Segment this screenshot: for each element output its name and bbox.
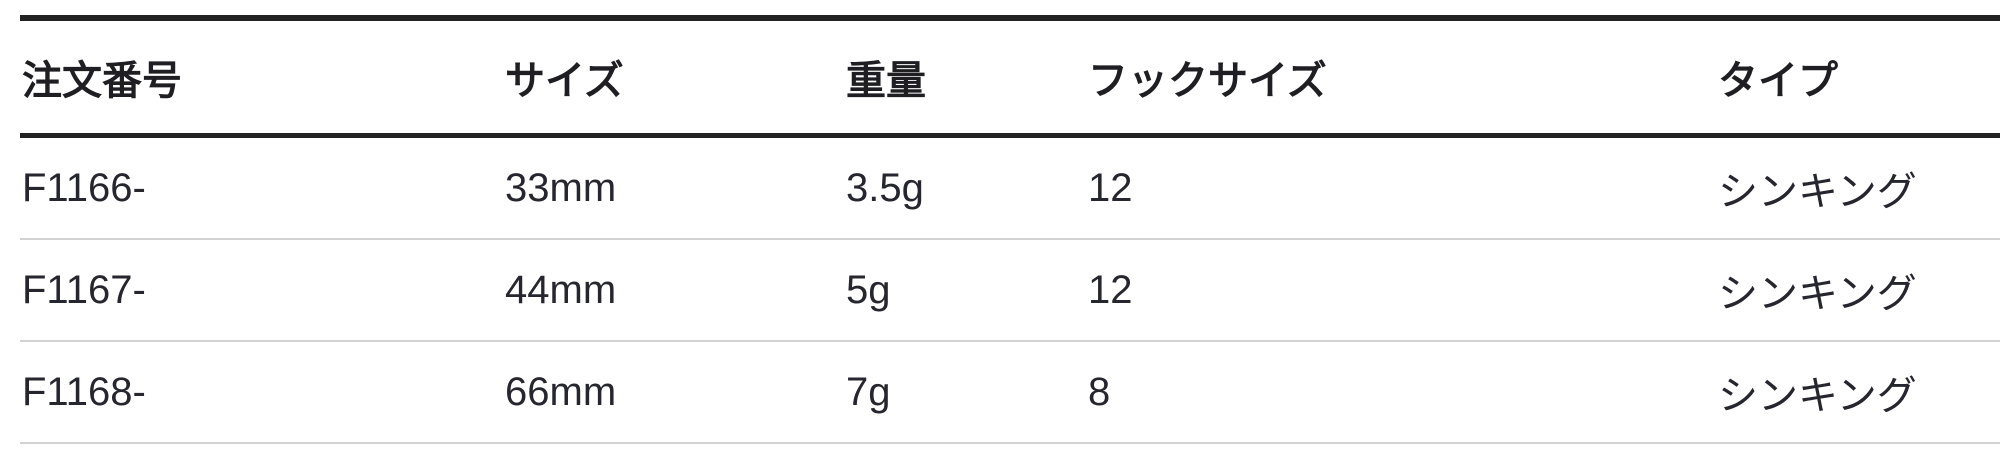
table-row: F1166- 33mm 3.5g 12 シンキング xyxy=(20,135,2000,240)
table-row: F1167- 44mm 5g 12 シンキング xyxy=(20,239,2000,342)
col-header-size: サイズ xyxy=(505,15,846,138)
col-header-type: タイプ xyxy=(1718,15,2000,138)
cell-order-number: F1167- xyxy=(20,239,505,342)
cell-hook-size: 12 xyxy=(1088,239,1718,342)
cell-weight: 3.5g xyxy=(846,135,1088,240)
col-header-hook-size: フックサイズ xyxy=(1088,15,1718,138)
cell-size: 66mm xyxy=(505,341,846,444)
table-header-row: 注文番号 サイズ 重量 フックサイズ タイプ xyxy=(20,15,2000,138)
col-header-weight: 重量 xyxy=(846,15,1088,138)
cell-weight: 7g xyxy=(846,341,1088,444)
cell-order-number: F1166- xyxy=(20,135,505,240)
cell-order-number: F1168- xyxy=(20,341,505,444)
cell-size: 44mm xyxy=(505,239,846,342)
cell-type: シンキング xyxy=(1718,135,2000,240)
product-spec-table: 注文番号 サイズ 重量 フックサイズ タイプ F1166- 33mm 3.5g … xyxy=(20,15,2000,444)
cell-type: シンキング xyxy=(1718,239,2000,342)
cell-hook-size: 8 xyxy=(1088,341,1718,444)
table-row: F1168- 66mm 7g 8 シンキング xyxy=(20,341,2000,444)
cell-hook-size: 12 xyxy=(1088,135,1718,240)
cell-size: 33mm xyxy=(505,135,846,240)
cell-type: シンキング xyxy=(1718,341,2000,444)
col-header-order-number: 注文番号 xyxy=(20,15,505,138)
cell-weight: 5g xyxy=(846,239,1088,342)
